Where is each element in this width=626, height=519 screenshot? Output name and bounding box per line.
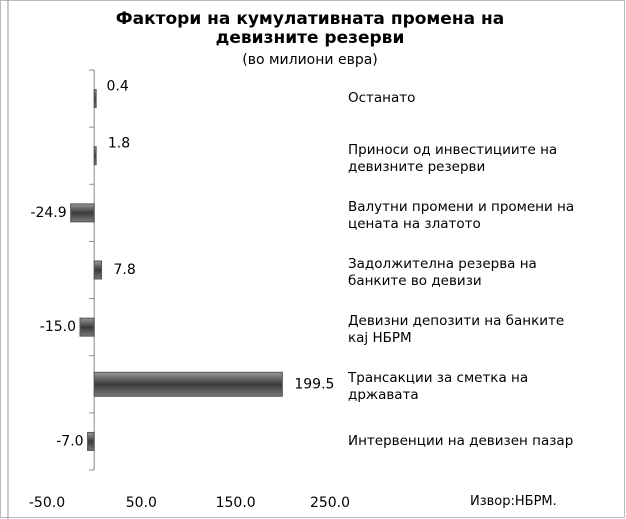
category-label: Приноси од инвестициите на девизните рез… [348,141,558,175]
bar [79,317,95,337]
value-label: 0.4 [107,79,129,95]
category-label: Интервенции на девизен пазар [348,432,574,449]
chart-title: Фактори на кумулативната промена на деви… [115,9,505,48]
value-label: 1.8 [108,136,130,152]
bar [93,260,103,280]
bar [93,371,283,397]
value-label: -7.0 [56,433,83,449]
category-label: Валутни промени и промени на цената на з… [348,198,575,232]
chart-subtitle: (во милиони евра) [242,52,378,68]
x-tick-label: 250.0 [310,495,350,511]
bar [70,203,95,223]
bar [93,89,97,109]
bar [87,431,95,451]
x-tick-label: 150.0 [216,495,256,511]
value-label: -24.9 [30,205,66,221]
category-label: Трансакции за сметка на државата [348,370,529,404]
value-label: 7.8 [114,262,136,278]
category-label: Задолжителна резерва на банките во девиз… [348,256,537,289]
value-label: -15.0 [40,319,76,335]
x-tick-label: 50.0 [126,495,157,511]
bar [93,146,97,166]
category-label: Девизни депозити на банките кај НБРМ [348,313,565,347]
category-label: Останато [348,90,416,107]
source: Извор:НБРМ. [470,494,557,509]
x-tick-label: -50.0 [29,495,65,511]
value-label: 199.5 [294,376,334,392]
